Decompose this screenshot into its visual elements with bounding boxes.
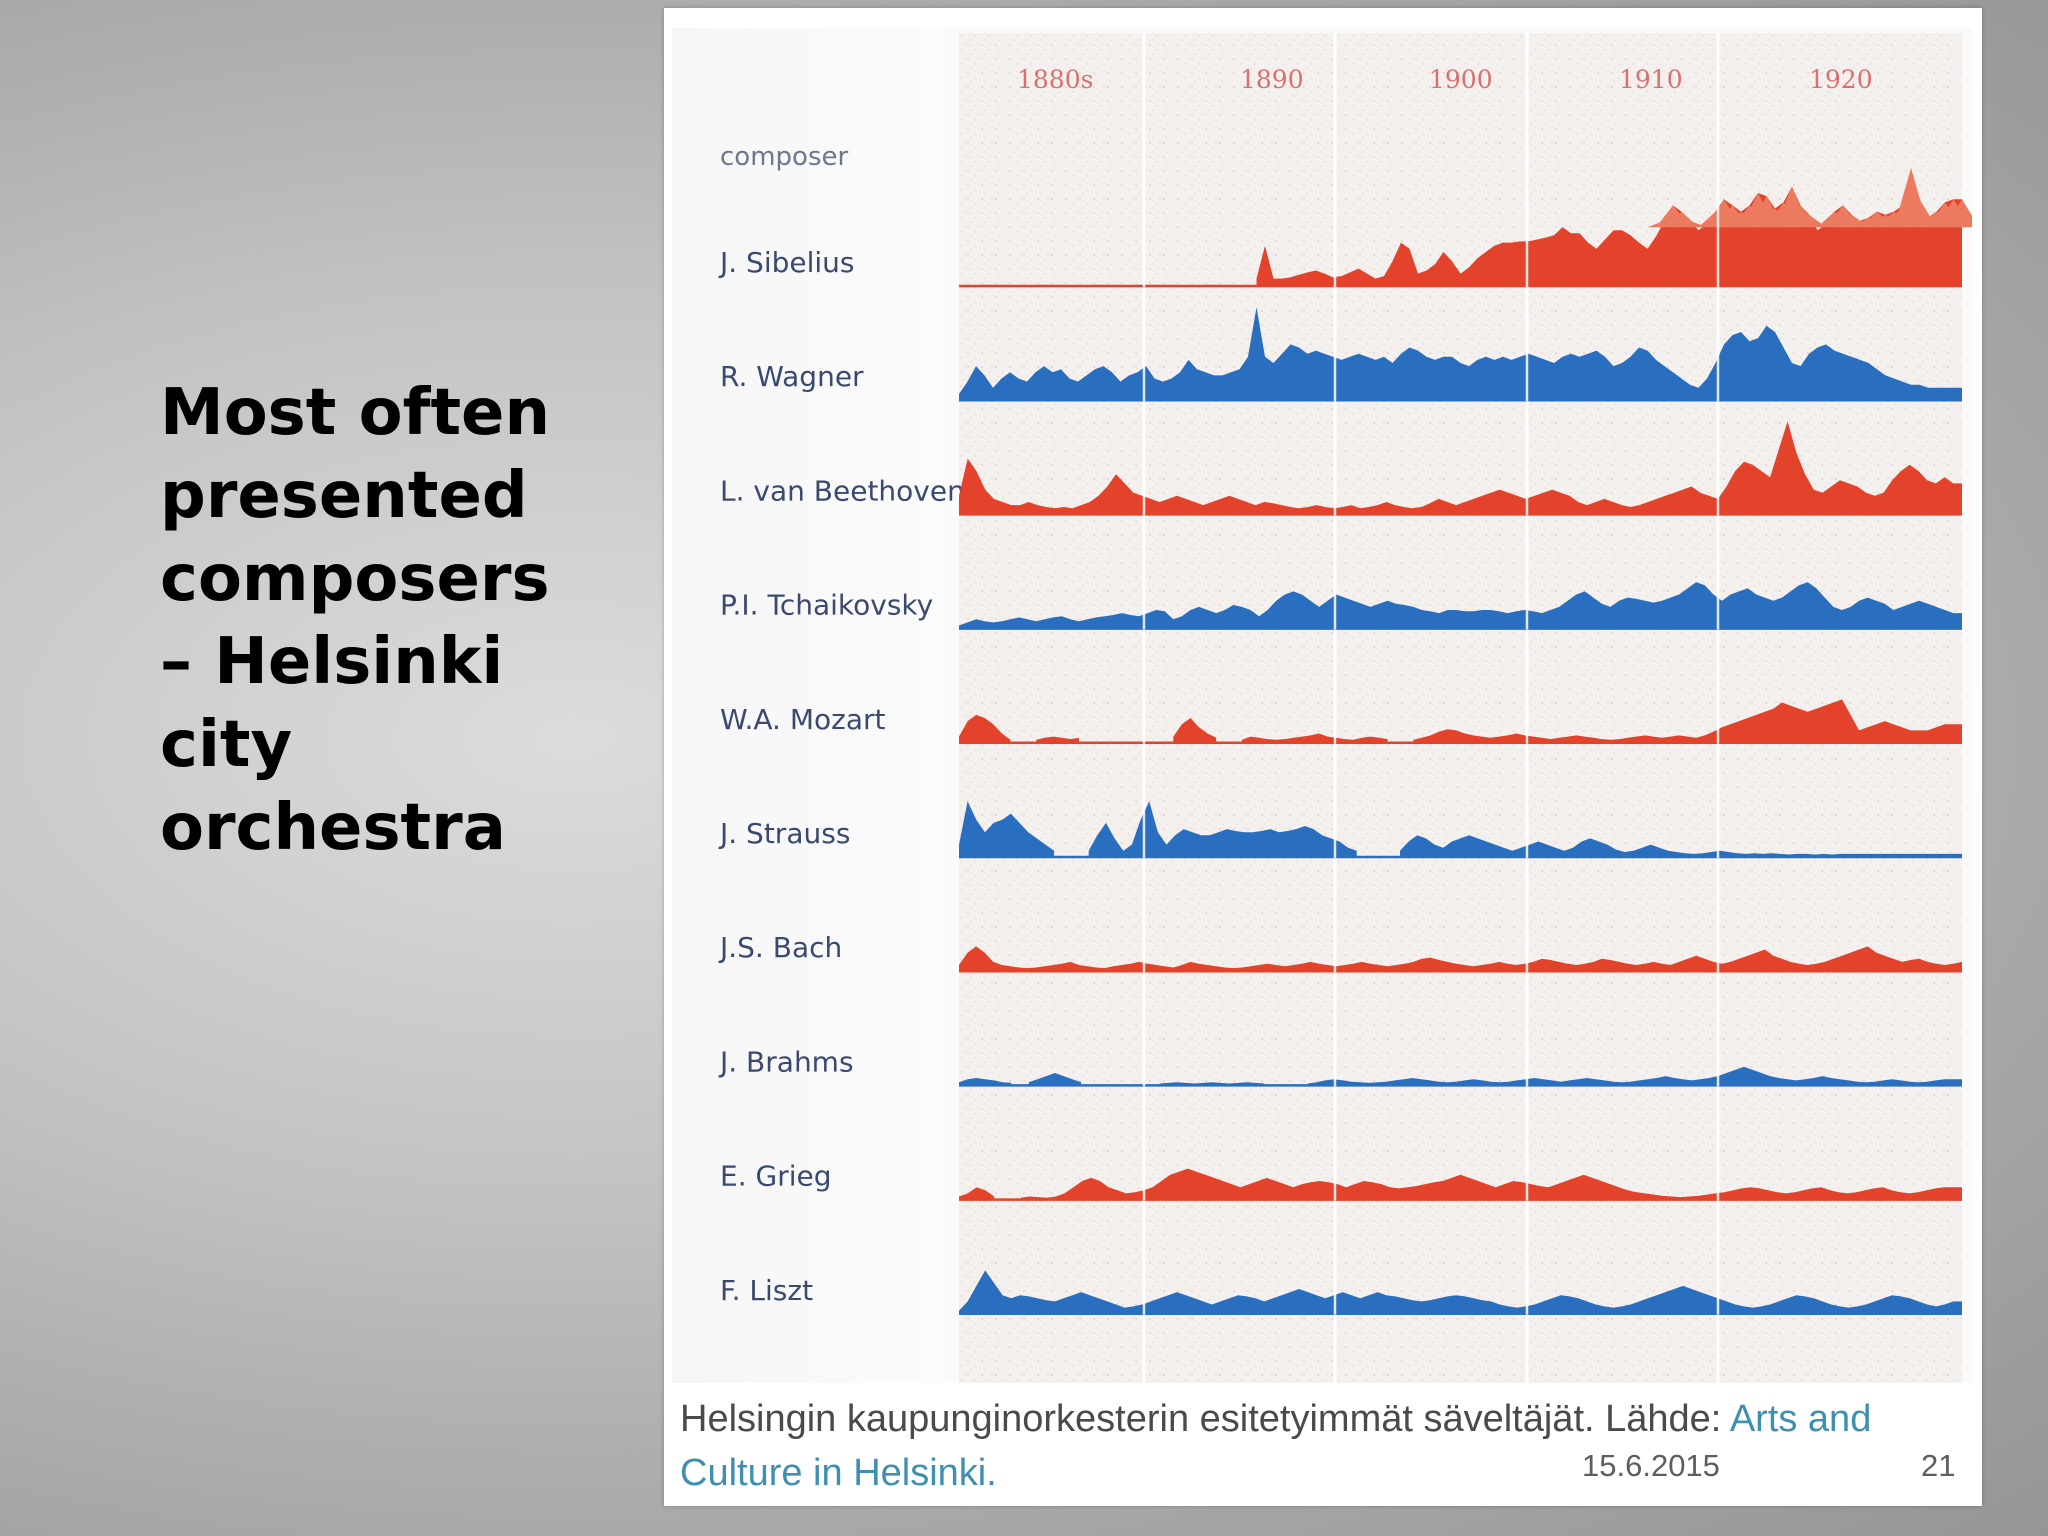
series-area <box>959 307 1962 401</box>
series-area <box>1088 801 1357 857</box>
composer-row: L. van Beethoven <box>720 414 1962 516</box>
decade-label: 1910 <box>1619 65 1683 94</box>
composer-row: F. Liszt <box>720 1213 1962 1316</box>
series-area <box>959 421 1962 515</box>
composer-name: J.S. Bach <box>718 931 842 964</box>
series-area <box>1307 1066 1962 1086</box>
label-column <box>672 28 942 1383</box>
slide-number: 21 <box>1921 1448 1956 1483</box>
composer-row: R. Wagner <box>720 300 1962 402</box>
composer-name: J. Brahms <box>718 1045 854 1078</box>
series-area <box>1020 1168 1962 1200</box>
series-area <box>959 1187 995 1200</box>
series-area <box>959 801 1055 857</box>
series-area <box>1400 835 1962 857</box>
composer-row: E. Grieg <box>720 1099 1962 1201</box>
slide-title: Most often presented composers – Helsink… <box>160 376 550 865</box>
source-link[interactable]: Arts and Culture in Helsinki. <box>680 1398 1872 1494</box>
composer-row: J. Strauss <box>718 757 1962 859</box>
series-area <box>959 946 1962 972</box>
figure-card: 1880s 1890 1900 1910 1920 composer J. Sibeli… <box>664 8 1982 1506</box>
series-area <box>1036 736 1079 743</box>
decade-labels: 1880s 1890 1900 1910 1920 <box>1017 65 1873 94</box>
series-peak <box>1945 199 1972 228</box>
series-area <box>959 582 1962 629</box>
series-peak <box>1792 214 1826 228</box>
decade-label: 1880s <box>1017 65 1093 94</box>
slide-date: 15.6.2015 <box>1582 1448 1720 1483</box>
decade-label: 1890 <box>1240 65 1304 94</box>
composer-name: L. van Beethoven <box>720 474 965 507</box>
composer-name: P.I. Tchaikovsky <box>720 589 933 622</box>
composer-name: W.A. Mozart <box>720 703 885 736</box>
decade-label: 1920 <box>1809 65 1873 94</box>
decade-label: 1900 <box>1429 65 1493 94</box>
series-area <box>1413 699 1962 743</box>
series-area <box>1256 168 1962 286</box>
series-area <box>959 714 1011 743</box>
series-area <box>959 1078 1012 1086</box>
composer-row: J. Sibelius <box>718 168 1972 288</box>
composer-row: J.S. Bach <box>718 871 1962 973</box>
composer-row: J. Brahms <box>718 985 1962 1087</box>
figure-caption: Helsingin kaupunginorkesterin esitetyimm… <box>680 1392 1960 1500</box>
series-area <box>1028 1073 1082 1086</box>
composer-name: E. Grieg <box>720 1160 831 1193</box>
composer-chart: 1880s 1890 1900 1910 1920 composer J. Sibeli… <box>672 28 1972 1383</box>
caption-text: Helsingin kaupunginorkesterin esitetyimm… <box>680 1398 1730 1440</box>
row-header: composer <box>720 142 848 172</box>
composer-name: F. Liszt <box>720 1274 813 1307</box>
composer-name: J. Strauss <box>718 817 850 850</box>
series-area <box>1241 733 1388 743</box>
composer-name: J. Sibelius <box>718 246 855 279</box>
composer-name: R. Wagner <box>720 360 864 393</box>
composer-rows: J. Sibelius R. Wagner L. van Beethoven P.I.… <box>718 168 1972 1316</box>
series-area <box>1173 718 1217 743</box>
composer-row: W.A. Mozart <box>720 642 1962 745</box>
composer-row: P.I. Tchaikovsky <box>720 528 1962 630</box>
series-area <box>959 1270 1962 1314</box>
